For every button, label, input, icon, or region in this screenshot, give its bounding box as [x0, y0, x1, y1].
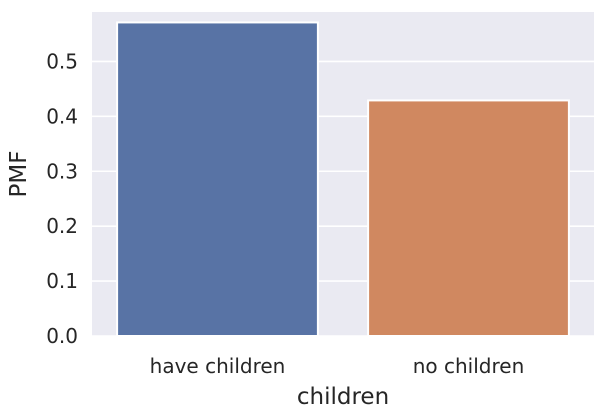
- y-axis-title: PMF: [6, 151, 32, 198]
- x-tick-label: have children: [150, 354, 286, 378]
- x-tick-label: no children: [413, 354, 525, 378]
- bar-have-children: [116, 21, 319, 337]
- bars: [116, 21, 570, 337]
- bar-no-children: [367, 99, 570, 337]
- x-axis-title: children: [297, 384, 389, 410]
- y-tick-label: 0.2: [46, 214, 78, 238]
- y-tick-label: 0.4: [46, 104, 78, 128]
- y-tick-label: 0.3: [46, 159, 78, 183]
- y-tick-label: 0.1: [46, 269, 78, 293]
- y-tick-label: 0.0: [46, 324, 78, 348]
- y-axis-ticks: 0.0 0.1 0.2 0.3 0.4 0.5: [46, 49, 78, 348]
- y-tick-label: 0.5: [46, 49, 78, 73]
- x-axis-ticks: have children no children: [150, 354, 525, 378]
